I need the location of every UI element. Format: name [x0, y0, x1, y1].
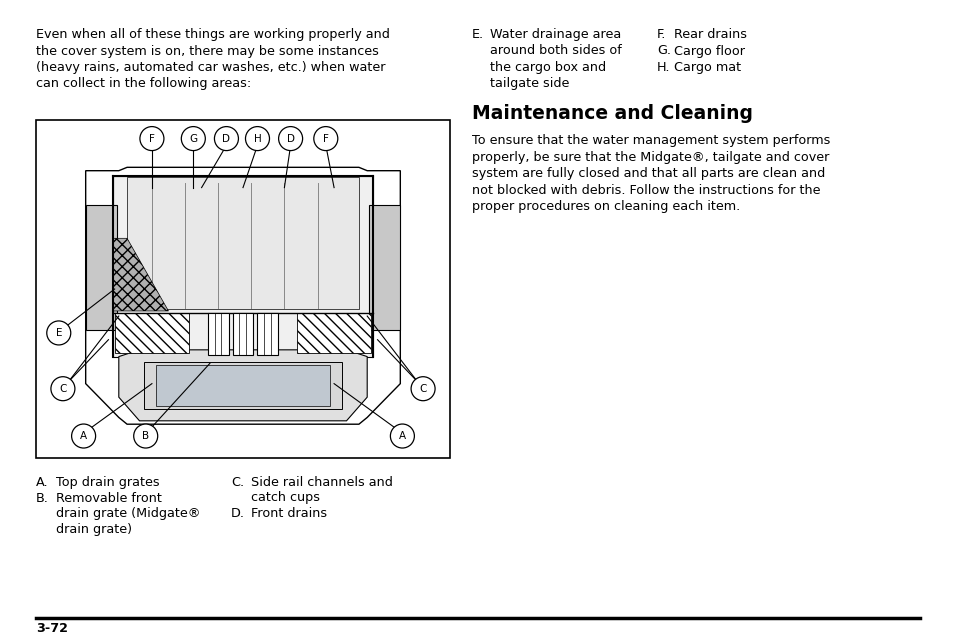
Circle shape	[51, 376, 75, 401]
Polygon shape	[369, 205, 400, 330]
Text: B: B	[142, 431, 149, 441]
Polygon shape	[208, 313, 229, 355]
Text: Removable front: Removable front	[56, 491, 162, 505]
Circle shape	[390, 424, 414, 448]
Text: E.: E.	[472, 28, 483, 41]
Text: H: H	[253, 133, 261, 144]
Text: G: G	[189, 133, 197, 144]
Circle shape	[133, 424, 157, 448]
Circle shape	[47, 321, 71, 345]
Text: E: E	[55, 328, 62, 338]
Text: properly, be sure that the Midgate®, tailgate and cover: properly, be sure that the Midgate®, tai…	[472, 151, 828, 163]
Text: (heavy rains, automated car washes, etc.) when water: (heavy rains, automated car washes, etc.…	[36, 61, 385, 74]
Text: tailgate side: tailgate side	[490, 77, 569, 91]
Text: F.: F.	[657, 28, 666, 41]
Text: Front drains: Front drains	[251, 507, 327, 520]
Text: A.: A.	[36, 476, 49, 489]
Text: D: D	[286, 133, 294, 144]
Text: proper procedures on cleaning each item.: proper procedures on cleaning each item.	[472, 200, 740, 213]
Circle shape	[140, 126, 164, 151]
Polygon shape	[112, 239, 169, 311]
Text: C: C	[419, 383, 426, 394]
Polygon shape	[86, 205, 116, 330]
Text: system are fully closed and that all parts are clean and: system are fully closed and that all par…	[472, 167, 824, 180]
Text: Side rail channels and: Side rail channels and	[251, 476, 393, 489]
Polygon shape	[127, 177, 358, 309]
Polygon shape	[257, 313, 278, 355]
Text: F: F	[149, 133, 154, 144]
Text: Top drain grates: Top drain grates	[56, 476, 159, 489]
Bar	[36, 120, 450, 458]
Circle shape	[245, 126, 269, 151]
Text: around both sides of: around both sides of	[490, 45, 621, 57]
Text: drain grate): drain grate)	[56, 523, 132, 535]
Circle shape	[314, 126, 337, 151]
Text: Even when all of these things are working properly and: Even when all of these things are workin…	[36, 28, 390, 41]
Text: D.: D.	[231, 507, 245, 520]
Polygon shape	[86, 167, 400, 424]
Text: can collect in the following areas:: can collect in the following areas:	[36, 77, 251, 91]
Text: drain grate (Midgate®: drain grate (Midgate®	[56, 507, 200, 520]
Text: the cover system is on, there may be some instances: the cover system is on, there may be som…	[36, 45, 378, 57]
Text: Water drainage area: Water drainage area	[490, 28, 620, 41]
Text: Cargo floor: Cargo floor	[673, 45, 744, 57]
Text: catch cups: catch cups	[251, 491, 319, 505]
Text: C.: C.	[231, 476, 244, 489]
Text: D: D	[222, 133, 231, 144]
Text: not blocked with debris. Follow the instructions for the: not blocked with debris. Follow the inst…	[472, 184, 820, 197]
Text: Maintenance and Cleaning: Maintenance and Cleaning	[472, 104, 752, 123]
Polygon shape	[144, 362, 342, 409]
Text: G.: G.	[657, 45, 670, 57]
Text: A: A	[80, 431, 87, 441]
Circle shape	[181, 126, 205, 151]
Polygon shape	[156, 365, 330, 406]
Circle shape	[278, 126, 302, 151]
Polygon shape	[112, 176, 373, 357]
Polygon shape	[233, 313, 253, 355]
Text: A: A	[398, 431, 406, 441]
Circle shape	[71, 424, 95, 448]
Circle shape	[214, 126, 238, 151]
Text: the cargo box and: the cargo box and	[490, 61, 605, 74]
Polygon shape	[296, 313, 371, 353]
Text: To ensure that the water management system performs: To ensure that the water management syst…	[472, 134, 829, 147]
Circle shape	[411, 376, 435, 401]
Polygon shape	[114, 313, 189, 353]
Text: F: F	[322, 133, 329, 144]
Text: H.: H.	[657, 61, 670, 74]
Text: Cargo mat: Cargo mat	[673, 61, 740, 74]
Text: 3-72: 3-72	[36, 622, 68, 635]
Text: C: C	[59, 383, 67, 394]
Text: B.: B.	[36, 491, 49, 505]
Text: Rear drains: Rear drains	[673, 28, 746, 41]
Polygon shape	[119, 350, 367, 421]
